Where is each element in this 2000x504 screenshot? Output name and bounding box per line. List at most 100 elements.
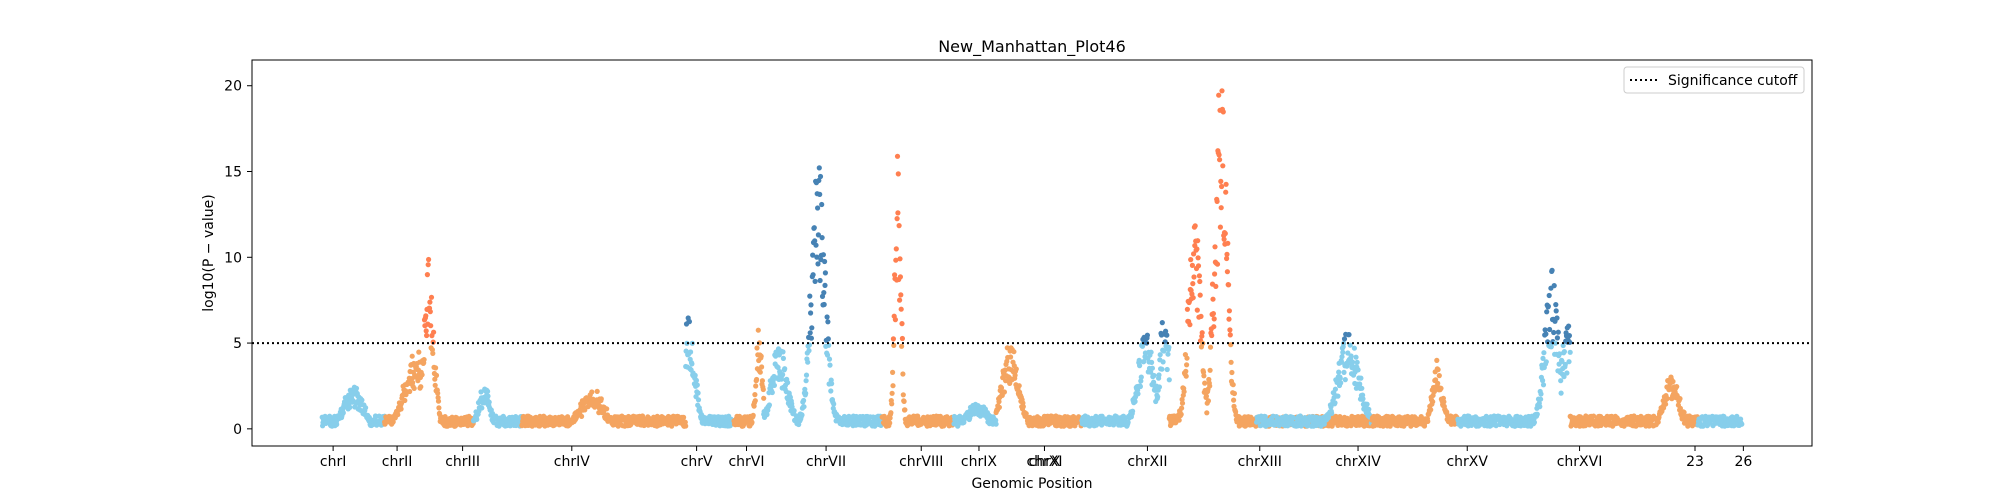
data-point	[1554, 315, 1560, 321]
data-point	[895, 210, 901, 216]
x-tick-label: chrXI	[1026, 454, 1062, 470]
data-point	[1155, 394, 1161, 400]
data-point	[1138, 378, 1144, 384]
data-point	[887, 420, 893, 426]
series-23	[1567, 374, 1701, 429]
data-point	[825, 336, 831, 342]
data-point	[1216, 92, 1222, 98]
data-point	[1149, 365, 1155, 371]
data-point	[1181, 389, 1187, 395]
data-point	[780, 372, 786, 378]
data-point	[1558, 378, 1564, 384]
x-tick-label: chrI	[320, 454, 346, 470]
data-point	[1540, 355, 1546, 361]
data-point	[1178, 411, 1184, 417]
data-point	[1008, 354, 1014, 360]
data-point	[686, 319, 693, 325]
series-chrXV	[1369, 357, 1461, 429]
data-point	[1681, 409, 1687, 415]
x-tick-label: chrVI	[728, 454, 764, 470]
data-point	[435, 398, 442, 404]
data-point	[1198, 313, 1204, 319]
data-point	[334, 421, 340, 427]
data-point	[998, 385, 1005, 391]
data-point	[359, 397, 365, 403]
data-point	[1566, 323, 1572, 329]
data-point	[766, 402, 773, 408]
data-point	[1545, 303, 1551, 309]
data-point	[1541, 350, 1547, 356]
y-tick-label: 10	[224, 250, 242, 266]
data-point	[426, 256, 432, 263]
data-point	[1176, 417, 1182, 423]
series-chrVII	[761, 165, 885, 429]
data-point	[889, 401, 895, 407]
x-tick-label: chrXIII	[1238, 454, 1282, 470]
data-point	[1203, 393, 1209, 399]
data-point	[582, 407, 588, 413]
data-point	[1202, 380, 1208, 386]
data-point	[764, 411, 770, 418]
data-point	[1212, 271, 1218, 277]
data-point	[589, 389, 595, 395]
data-point	[1231, 390, 1237, 397]
data-point	[1554, 335, 1560, 341]
data-point	[900, 392, 906, 398]
data-point	[1136, 357, 1142, 363]
data-point	[894, 153, 901, 159]
data-point	[754, 376, 760, 383]
data-point	[1435, 367, 1441, 373]
legend-threshold-label: Significance cutoff	[1668, 73, 1798, 89]
data-point	[688, 349, 694, 355]
data-point	[896, 223, 902, 229]
data-point	[817, 277, 823, 284]
data-point	[1159, 320, 1165, 326]
data-point	[816, 177, 822, 184]
data-point	[1566, 333, 1572, 339]
data-point	[419, 372, 425, 378]
data-point	[1559, 358, 1565, 364]
x-tick-label: 26	[1734, 454, 1752, 470]
x-tick-label: chrXIV	[1335, 454, 1381, 470]
series-chrXIV	[1254, 331, 1375, 429]
x-tick-label: chrII	[382, 454, 413, 470]
data-point	[1151, 379, 1157, 385]
data-point	[816, 165, 822, 171]
data-point	[423, 313, 429, 319]
data-point	[1004, 358, 1010, 364]
data-point	[759, 364, 765, 370]
data-point	[486, 399, 492, 405]
data-point	[902, 407, 908, 413]
data-point	[1164, 366, 1170, 373]
data-point	[1543, 359, 1549, 365]
series-chrIX	[951, 401, 999, 429]
data-point	[752, 398, 758, 404]
data-point	[424, 332, 430, 339]
x-tick-label: chrIII	[445, 454, 480, 470]
data-point	[1555, 329, 1561, 335]
data-point	[1339, 359, 1345, 365]
data-point	[808, 302, 814, 308]
data-point	[1561, 374, 1567, 380]
data-point	[769, 389, 775, 396]
data-point	[888, 410, 894, 416]
data-point	[824, 352, 831, 358]
data-point	[418, 384, 424, 390]
data-point	[340, 410, 346, 416]
data-point	[899, 343, 905, 349]
data-point	[1562, 361, 1568, 368]
data-point	[1187, 322, 1193, 328]
data-point	[1438, 385, 1444, 391]
data-point	[1224, 251, 1230, 257]
data-point	[1566, 359, 1572, 365]
data-point	[1184, 355, 1190, 361]
data-point	[900, 371, 906, 377]
data-point	[372, 413, 379, 419]
x-axis-label: Genomic Position	[971, 476, 1092, 492]
data-point	[1161, 348, 1167, 354]
data-point	[1430, 399, 1436, 405]
data-point	[1739, 421, 1745, 427]
data-point	[425, 262, 431, 268]
data-point	[771, 382, 778, 388]
data-point	[432, 382, 438, 388]
